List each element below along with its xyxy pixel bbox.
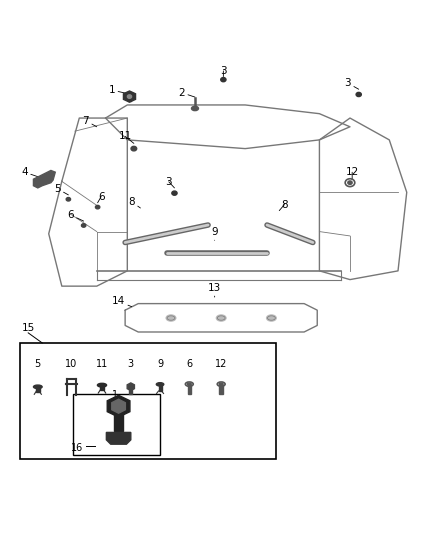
Ellipse shape bbox=[216, 315, 226, 321]
Bar bbox=[100, 385, 104, 390]
Ellipse shape bbox=[219, 383, 223, 385]
Ellipse shape bbox=[172, 191, 177, 195]
Polygon shape bbox=[124, 91, 135, 102]
Text: 9: 9 bbox=[211, 228, 218, 240]
Text: 8: 8 bbox=[279, 199, 288, 211]
Ellipse shape bbox=[131, 147, 137, 151]
Ellipse shape bbox=[356, 92, 361, 96]
Ellipse shape bbox=[348, 181, 352, 184]
Polygon shape bbox=[106, 432, 131, 444]
Bar bbox=[187, 385, 191, 393]
Ellipse shape bbox=[81, 224, 86, 227]
Ellipse shape bbox=[66, 198, 71, 201]
Text: 8: 8 bbox=[128, 197, 141, 208]
Text: 3: 3 bbox=[166, 177, 174, 188]
Text: 4: 4 bbox=[21, 167, 40, 177]
Polygon shape bbox=[107, 395, 130, 417]
Text: 2: 2 bbox=[179, 88, 195, 98]
Text: 1: 1 bbox=[112, 390, 118, 400]
Text: 13: 13 bbox=[208, 284, 221, 297]
Ellipse shape bbox=[97, 383, 106, 387]
Text: 3: 3 bbox=[128, 359, 134, 369]
Text: 10: 10 bbox=[65, 359, 78, 369]
Text: 6: 6 bbox=[186, 359, 192, 369]
Text: 5: 5 bbox=[54, 184, 68, 195]
Text: 15: 15 bbox=[21, 322, 35, 333]
Ellipse shape bbox=[95, 205, 100, 209]
Text: 12: 12 bbox=[346, 167, 359, 179]
Bar bbox=[128, 98, 131, 101]
Text: 11: 11 bbox=[96, 359, 108, 369]
Ellipse shape bbox=[127, 95, 131, 98]
Text: 11: 11 bbox=[119, 132, 134, 143]
Ellipse shape bbox=[166, 315, 176, 321]
Text: 6: 6 bbox=[67, 210, 84, 221]
Text: 6: 6 bbox=[98, 192, 104, 203]
Text: 3: 3 bbox=[220, 66, 227, 77]
Bar bbox=[219, 385, 223, 393]
Ellipse shape bbox=[187, 383, 191, 385]
Ellipse shape bbox=[191, 106, 198, 111]
Text: 16: 16 bbox=[71, 443, 83, 453]
Text: 12: 12 bbox=[215, 359, 227, 369]
Text: 1: 1 bbox=[109, 85, 130, 95]
Ellipse shape bbox=[33, 385, 42, 389]
Ellipse shape bbox=[221, 77, 226, 82]
Text: 3: 3 bbox=[345, 78, 359, 89]
Text: 7: 7 bbox=[82, 116, 97, 127]
Ellipse shape bbox=[156, 383, 164, 386]
Bar bbox=[20, 343, 276, 458]
Text: 9: 9 bbox=[157, 359, 163, 369]
Bar bbox=[129, 387, 132, 394]
Polygon shape bbox=[112, 399, 125, 413]
Polygon shape bbox=[33, 171, 55, 188]
Bar bbox=[36, 386, 39, 392]
Text: 14: 14 bbox=[112, 296, 132, 306]
Polygon shape bbox=[127, 383, 134, 391]
Bar bbox=[159, 384, 162, 391]
Bar bbox=[114, 406, 123, 431]
Bar bbox=[73, 394, 160, 455]
Ellipse shape bbox=[267, 315, 276, 321]
Text: 5: 5 bbox=[35, 359, 41, 369]
